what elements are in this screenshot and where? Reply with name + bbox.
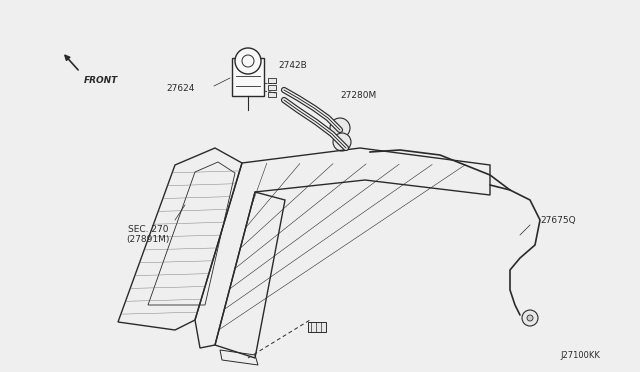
Text: 27624: 27624 — [166, 83, 195, 93]
Text: FRONT: FRONT — [84, 76, 118, 85]
Circle shape — [242, 55, 254, 67]
Text: 27280M: 27280M — [340, 90, 376, 99]
Text: SEC. 270
(27891M): SEC. 270 (27891M) — [126, 225, 170, 244]
Text: 27675Q: 27675Q — [540, 215, 575, 224]
Text: J27100KK: J27100KK — [560, 350, 600, 359]
Bar — [268, 85, 276, 90]
Circle shape — [333, 133, 351, 151]
Circle shape — [235, 48, 261, 74]
Circle shape — [330, 118, 350, 138]
Bar — [308, 322, 326, 332]
Text: 2742B: 2742B — [278, 61, 307, 70]
Circle shape — [527, 315, 533, 321]
Bar — [268, 78, 276, 83]
Bar — [268, 92, 276, 97]
Circle shape — [522, 310, 538, 326]
Bar — [232, 58, 264, 96]
